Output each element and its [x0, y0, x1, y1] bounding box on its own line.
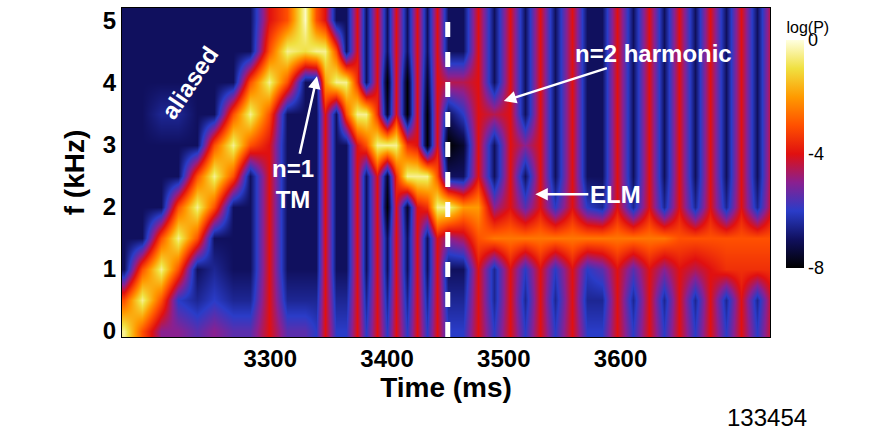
svg-text:-8: -8 [808, 258, 824, 278]
svg-text:1: 1 [103, 255, 116, 282]
svg-text:2: 2 [103, 193, 116, 220]
svg-text:Time (ms): Time (ms) [380, 372, 512, 403]
svg-text:3400: 3400 [360, 345, 413, 372]
svg-text:133454: 133454 [727, 404, 807, 431]
svg-text:3: 3 [103, 131, 116, 158]
svg-text:3300: 3300 [244, 345, 297, 372]
svg-text:4: 4 [103, 69, 117, 96]
svg-text:0: 0 [808, 30, 818, 50]
svg-text:n=2 harmonic: n=2 harmonic [575, 40, 732, 67]
svg-text:n=1TM: n=1TM [272, 155, 314, 213]
svg-text:f (kHz): f (kHz) [59, 130, 90, 216]
svg-text:3500: 3500 [477, 345, 530, 372]
svg-text:5: 5 [103, 7, 116, 34]
svg-text:0: 0 [103, 317, 116, 344]
svg-text:-4: -4 [808, 144, 824, 164]
svg-text:log(P): log(P) [786, 19, 829, 36]
svg-text:aliased: aliased [156, 41, 224, 124]
svg-text:3600: 3600 [594, 345, 647, 372]
svg-text:ELM: ELM [590, 181, 641, 208]
